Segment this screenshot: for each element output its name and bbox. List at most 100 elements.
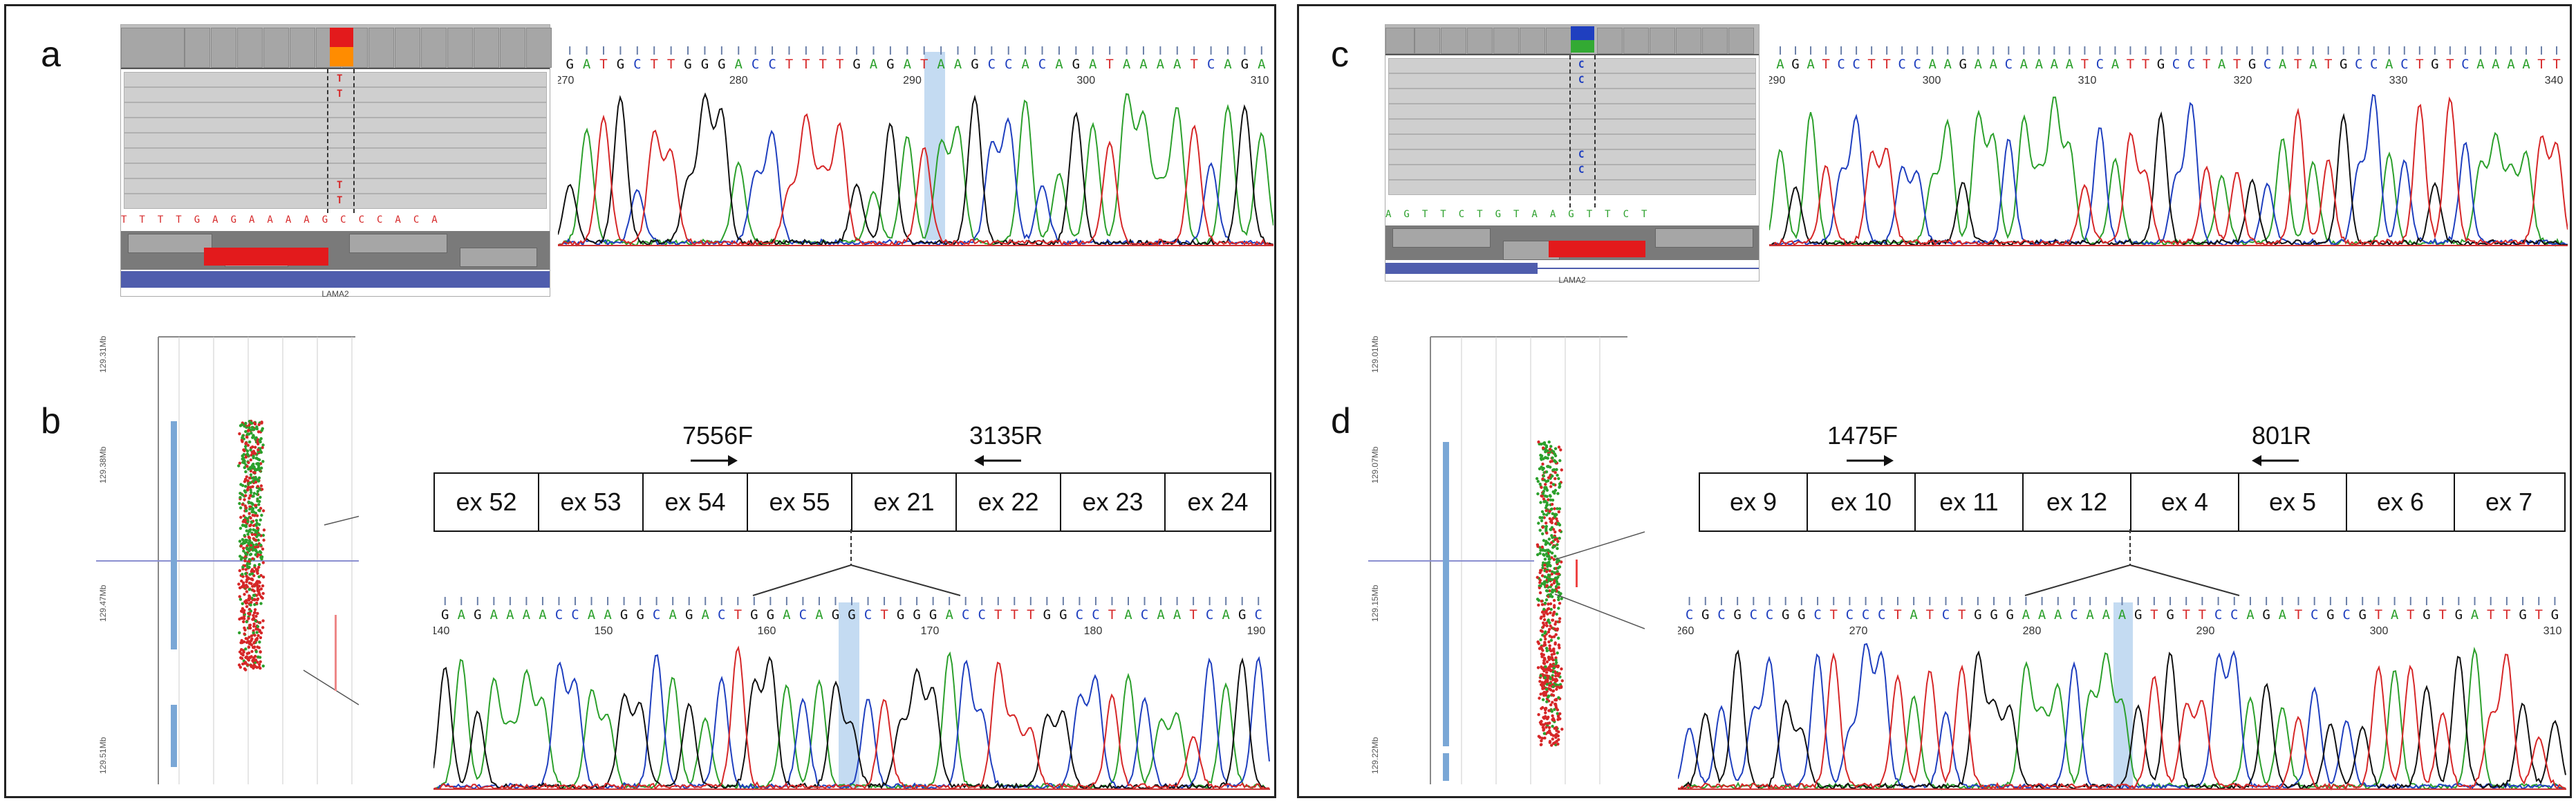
base-call: G [886,57,894,72]
base-call: A [1990,57,1998,72]
base-call: A [583,57,591,72]
reference-sequence: AGTTCTGTAAGTTCT [1385,209,1660,220]
base-call: G [701,57,709,72]
base-call: G [2134,607,2142,622]
reads-track [121,69,550,209]
position-tick-label: 300 [2370,625,2389,637]
primer-reverse-label: 801R [2252,421,2312,450]
reverse-arrow-icon [2252,455,2299,466]
exon-box: ex 5 [2239,474,2347,530]
variant-coverage-bar [1571,26,1594,40]
position-tick-label: 270 [1849,625,1868,637]
base-call: A [1055,57,1063,72]
base-call: C [1837,57,1845,72]
base-call: A [1173,57,1182,72]
gene-name: LAMA2 [321,289,349,299]
base-call: A [1021,57,1029,72]
base-call: G [2359,607,2367,622]
trace-curve-g [558,92,1273,247]
base-call: T [2199,607,2206,622]
base-call: A [1157,607,1165,622]
base-call: T [1894,607,1901,622]
panel-label-a: a [41,35,61,75]
position-tick-label: 290 [903,75,922,86]
trace-curve-t [1769,96,2568,247]
variant-highlight [924,52,945,240]
base-call: A [945,607,953,622]
base-call: G [2423,607,2430,622]
base-call: T [785,57,793,72]
base-call: A [1910,607,1918,622]
base-call: C [653,607,660,622]
base-call: A [523,607,531,622]
base-call: T [667,57,675,72]
base-call: T [2183,607,2190,622]
position-tick-label: 310 [2544,625,2562,637]
base-call: A [2279,57,2287,72]
base-call: T [1867,57,1875,72]
base-call: C [555,607,563,622]
junction-highlight [839,602,859,789]
base-call: C [633,57,641,72]
base-call: T [2438,607,2446,622]
trace-curve-c [558,117,1273,247]
base-call: A [1173,607,1182,622]
base-call: G [474,607,481,622]
base-call: A [702,607,710,622]
reads-track [1385,55,1759,195]
base-call: A [2309,57,2317,72]
base-call: A [2391,607,2399,622]
base-call: G [1072,57,1080,72]
base-call: G [2551,607,2559,622]
base-call: G [718,57,725,72]
base-call: A [490,607,498,622]
position-tick-label: 320 [2234,75,2252,86]
position-tick-label: 290 [1769,75,1785,86]
base-call: G [636,607,644,622]
base-call: T [2446,57,2454,72]
base-call: A [1222,607,1230,622]
base-call: G [1959,57,1967,72]
gene-name: LAMA2 [1558,275,1586,285]
base-call: C [1717,607,1725,622]
dotplot-ylabel-1: 129.01Mb [1370,335,1380,373]
base-call: T [802,57,810,72]
base-call: A [2522,57,2530,72]
base-call: T [2375,607,2382,622]
base-call: A [1139,57,1148,72]
base-call: T [2487,607,2494,622]
base-call: A [815,607,823,622]
base-call: T [1105,57,1113,72]
base-call: T [2233,57,2241,72]
position-tick-label: 300 [1076,75,1095,86]
base-call: C [1207,57,1215,72]
base-call: T [650,57,657,72]
base-call: C [1686,607,1693,622]
base-call: T [920,57,928,72]
base-call: A [2476,57,2485,72]
panel-label-b: b [41,401,61,441]
base-call: G [929,607,937,622]
exon-map-d: ex 9 ex 10 ex 11 ex 12 ex 4 ex 5 ex 6 ex… [1699,472,2566,532]
base-call: C [2370,57,2378,72]
forward-arrow-icon [1847,455,1894,466]
base-call: A [2051,57,2059,72]
base-call: T [2535,607,2543,622]
base-call: G [2519,607,2526,622]
base-call: T [2150,607,2158,622]
base-call: C [571,607,579,622]
base-call: G [2248,57,2256,72]
alt-allele-1: C [1578,59,1585,71]
base-call: G [1990,607,1997,622]
gene-feature-track [121,231,550,270]
base-call: C [1076,607,1083,622]
dotplot-ylabel-4: 129.22Mb [1370,737,1380,774]
base-call: C [1766,607,1773,622]
base-call: T [2295,607,2302,622]
base-call: G [2326,607,2334,622]
base-call: C [1038,57,1046,72]
base-call: C [2005,57,2013,72]
